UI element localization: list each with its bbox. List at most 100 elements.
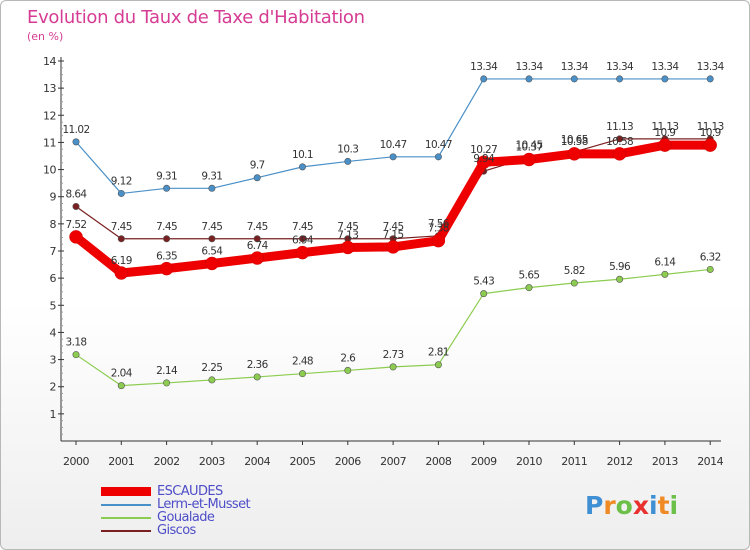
data-point [567, 147, 582, 161]
data-label: 10.45 [515, 139, 542, 151]
legend-label: Lerm-et-Musset [157, 497, 251, 512]
legend-swatch [101, 529, 151, 532]
y-tick-label: 2 [50, 381, 57, 394]
data-point [208, 235, 216, 243]
logo-letter: i [669, 491, 679, 520]
chart-title: Evolution du Taux de Taxe d'Habitation [27, 7, 365, 28]
data-point [253, 235, 261, 243]
data-point [253, 373, 261, 381]
x-tick-label: 2007 [380, 455, 406, 468]
data-point [616, 75, 624, 83]
data-point [159, 261, 174, 276]
legend-swatch [101, 516, 151, 519]
data-label: 13.34 [561, 61, 589, 73]
y-tick-label: 12 [43, 109, 56, 122]
data-label: 13.34 [470, 61, 498, 73]
logo-letter: t [657, 491, 670, 520]
data-label: 9.12 [111, 175, 132, 187]
data-label: 7.38 [428, 223, 449, 235]
data-label: 7.45 [292, 221, 313, 233]
data-point [480, 290, 488, 298]
data-point [431, 233, 446, 248]
logo-letter: r [603, 491, 616, 520]
data-label: 2.25 [201, 362, 222, 374]
x-tick-label: 2008 [425, 455, 451, 468]
x-tick-label: 2003 [199, 455, 225, 468]
data-label: 10.65 [561, 134, 588, 146]
data-point [661, 75, 669, 83]
data-label: 7.52 [66, 219, 87, 231]
data-label: 7.45 [247, 221, 268, 233]
data-point [612, 147, 627, 161]
logo-letter: P [585, 491, 604, 520]
y-tick-label: 11 [43, 136, 56, 149]
data-point [208, 184, 216, 192]
y-tick-label: 4 [50, 326, 57, 339]
data-point [114, 266, 129, 280]
data-point [117, 235, 125, 243]
data-point [72, 138, 80, 146]
x-tick-label: 2009 [471, 455, 497, 468]
data-point [525, 75, 533, 83]
y-tick-label: 1 [50, 408, 57, 421]
logo-letter: o [615, 491, 633, 520]
y-tick-label: 3 [50, 354, 57, 367]
legend-item: Lerm-et-Musset [101, 497, 251, 512]
data-point [344, 366, 352, 374]
data-point [389, 363, 397, 371]
data-point [570, 279, 578, 287]
data-label: 7.45 [337, 221, 358, 233]
data-label: 10.47 [380, 139, 407, 151]
data-label: 9.31 [201, 170, 222, 182]
data-label: 11.02 [62, 124, 89, 136]
data-point [298, 163, 306, 171]
x-tick-label: 2005 [290, 455, 316, 468]
data-label: 10.27 [470, 144, 497, 156]
data-point [117, 189, 125, 197]
x-tick-label: 2013 [652, 455, 678, 468]
data-point [295, 245, 310, 260]
data-label: 11.13 [697, 121, 724, 133]
data-point [616, 135, 624, 143]
data-point [163, 184, 171, 192]
x-tick-label: 2001 [108, 455, 134, 468]
data-label: 10.47 [425, 139, 452, 151]
legend-label: ESCAUDES [157, 484, 223, 499]
data-label: 2.73 [383, 349, 404, 361]
data-point [341, 240, 355, 255]
legend-item: Giscos [101, 523, 250, 538]
legend-swatch [101, 487, 151, 496]
data-point [344, 157, 352, 165]
data-point [434, 361, 442, 369]
data-label: 10.37 [515, 142, 542, 154]
data-label: 10.1 [292, 149, 313, 161]
x-tick-label: 2000 [63, 455, 89, 468]
legend-swatch [101, 503, 151, 506]
data-label: 10.58 [606, 136, 633, 148]
data-label: 6.19 [111, 255, 132, 267]
data-label: 10.9 [654, 127, 675, 139]
data-label: 7.56 [428, 218, 450, 230]
data-label: 13.34 [651, 61, 679, 73]
data-point [253, 174, 261, 182]
data-point [163, 235, 171, 243]
data-point [522, 152, 536, 167]
x-tick-label: 2010 [516, 455, 542, 468]
unit-label: (en %) [27, 30, 64, 43]
data-label: 6.14 [654, 256, 676, 268]
data-label: 7.13 [337, 229, 358, 241]
y-tick-label: 13 [43, 82, 56, 95]
data-label: 10.58 [561, 136, 588, 148]
data-label: 9.7 [250, 160, 265, 172]
data-label: 13.34 [606, 61, 634, 73]
legend-label: Goualade [157, 510, 215, 525]
data-label: 6.74 [247, 240, 269, 252]
y-tick-label: 7 [50, 245, 57, 258]
data-label: 5.43 [473, 276, 494, 288]
data-label: 6.54 [201, 245, 223, 257]
y-tick-label: 6 [50, 272, 57, 285]
x-tick-label: 2012 [607, 455, 633, 468]
data-label: 5.65 [519, 270, 540, 282]
data-point [205, 256, 219, 271]
